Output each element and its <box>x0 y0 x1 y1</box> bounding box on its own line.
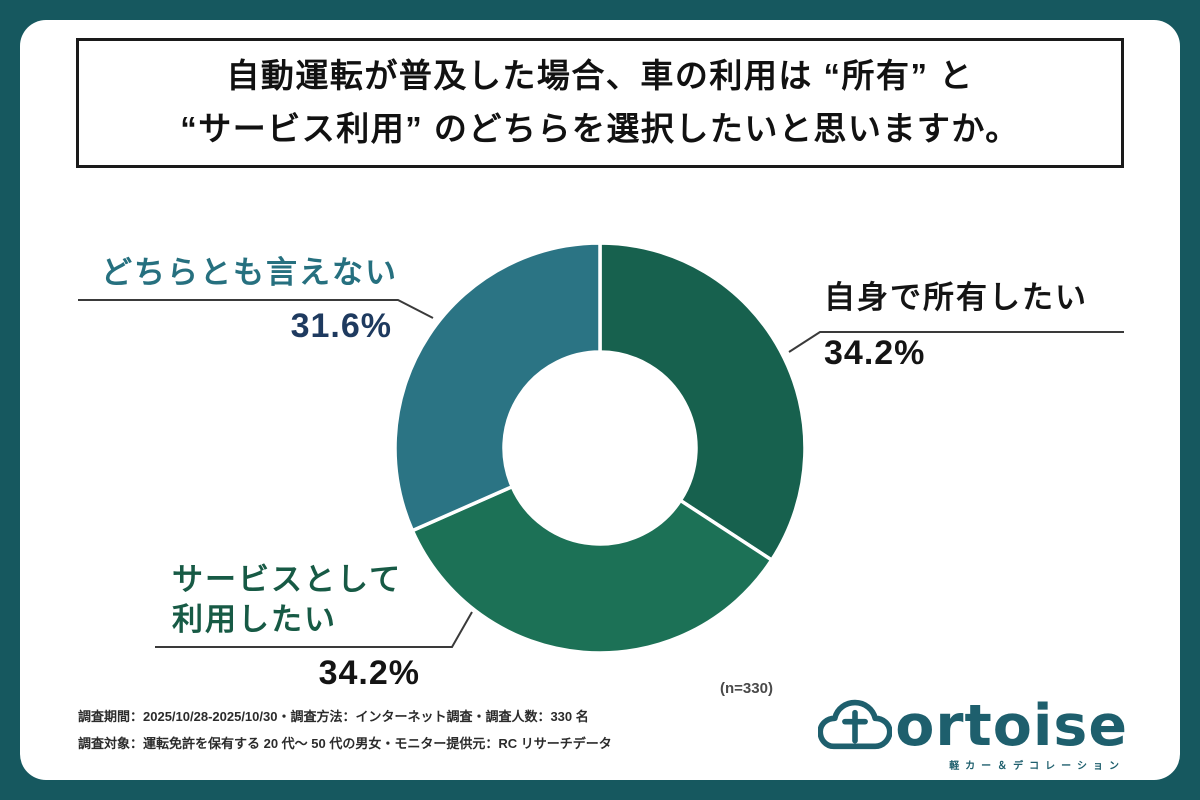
donut-segment-2 <box>393 241 602 533</box>
donut-segment-0 <box>598 241 807 563</box>
logo-row: ortoise <box>818 693 1128 759</box>
title-line-2: “サービス利用” のどちらを選択したいと思いますか。 <box>180 110 1020 147</box>
survey-note-line1: 調査期間：2025/10/28-2025/10/30・調査方法：インターネット調… <box>78 709 589 724</box>
brand-logo: ortoise 軽カー＆デコレーション <box>818 698 1128 772</box>
callout-neither-percent: 31.6% <box>290 307 392 345</box>
callout-service-label-line2: 利用したい <box>172 602 337 637</box>
callout-neither-label: どちらとも言えない <box>101 255 398 290</box>
cloud-t-icon <box>818 699 893 750</box>
donut-chart <box>393 241 807 655</box>
title-box: 自動運転が普及した場合、車の利用は “所有” と “サービス利用” のどちらを選… <box>76 38 1124 168</box>
callout-own-label: 自身で所有したい <box>824 280 1088 315</box>
callout-service-percent: 34.2% <box>318 654 420 692</box>
survey-note-line2: 調査対象：運転免許を保有する 20 代〜 50 代の男女・モニター提供元：RC … <box>78 736 612 751</box>
callout-service-label-line1: サービスとして <box>172 562 403 597</box>
logo-tagline: 軽カー＆デコレーション <box>949 761 1125 772</box>
donut-segment-1 <box>410 484 775 655</box>
callout-own-percent: 34.2% <box>824 334 926 372</box>
sample-size-label: (n=330) <box>720 680 773 697</box>
logo-wordmark: ortoise <box>895 693 1128 759</box>
title-line-1: 自動運転が普及した場合、車の利用は “所有” と <box>226 57 974 95</box>
content-card: 自動運転が普及した場合、車の利用は “所有” と “サービス利用” のどちらを選… <box>20 20 1180 780</box>
callout-service: サービスとして 利用したい 34.2% <box>172 560 432 693</box>
survey-notes: 調査期間：2025/10/28-2025/10/30・調査方法：インターネット調… <box>78 703 612 757</box>
callout-neither: どちらとも言えない 31.6% <box>60 253 398 346</box>
callout-own: 自身で所有したい 34.2% <box>824 278 1144 373</box>
